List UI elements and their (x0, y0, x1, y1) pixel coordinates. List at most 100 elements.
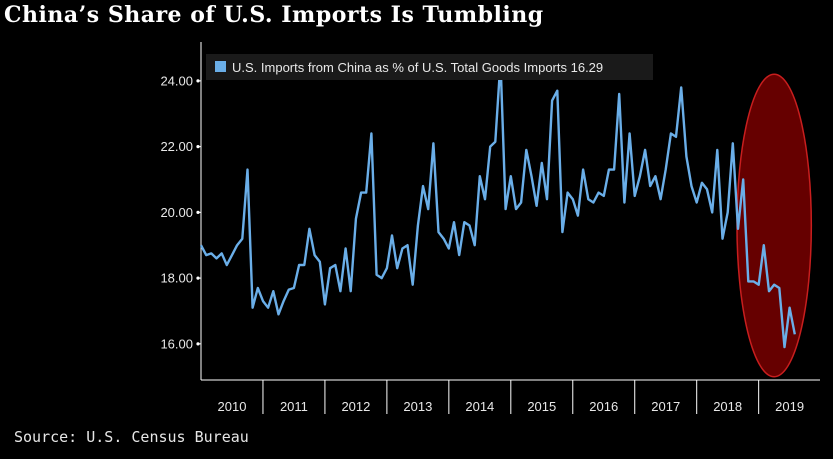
data-point (474, 244, 476, 246)
data-point (298, 264, 300, 266)
data-point (608, 169, 610, 171)
x-tick-label: 2017 (651, 399, 680, 414)
data-point (567, 192, 569, 194)
x-tick-label: 2010 (218, 399, 247, 414)
data-point (334, 264, 336, 266)
plot-area (199, 59, 813, 378)
y-tick-dot (196, 342, 200, 346)
data-point (737, 228, 739, 230)
data-point (701, 182, 703, 184)
data-point (288, 289, 290, 291)
data-point (686, 156, 688, 158)
data-point (443, 238, 445, 240)
data-point (371, 133, 373, 135)
data-point (484, 198, 486, 200)
x-tick-label: 2019 (775, 399, 804, 414)
data-point (618, 93, 620, 95)
data-point (407, 244, 409, 246)
data-point (582, 169, 584, 171)
data-point (242, 238, 244, 240)
y-tick-label: 18.00 (160, 271, 193, 286)
data-point (768, 290, 770, 292)
data-point (531, 175, 533, 177)
data-point (391, 235, 393, 237)
data-point (221, 253, 223, 255)
data-point (541, 162, 543, 164)
y-tick-dot (196, 79, 200, 83)
x-tick-label: 2018 (713, 399, 742, 414)
data-point (427, 208, 429, 210)
data-point (706, 189, 708, 191)
x-tick-label: 2016 (589, 399, 618, 414)
data-point (267, 307, 269, 309)
data-point (340, 290, 342, 292)
data-point (433, 143, 435, 145)
data-point (458, 254, 460, 256)
y-tick-label: 22.00 (160, 139, 193, 154)
data-point (412, 284, 414, 286)
data-point (665, 169, 667, 171)
chart-title: China’s Share of U.S. Imports Is Tumblin… (4, 2, 544, 28)
data-point (272, 290, 274, 292)
data-point (319, 261, 321, 263)
data-point (634, 195, 636, 197)
data-point (624, 202, 626, 204)
data-point (680, 87, 682, 89)
data-point (355, 218, 357, 220)
data-point (200, 244, 202, 246)
data-point (216, 258, 218, 260)
data-point (350, 290, 352, 292)
data-point (577, 215, 579, 217)
data-point (644, 149, 646, 151)
data-point (453, 221, 455, 223)
data-point (763, 244, 765, 246)
legend-box (206, 54, 653, 80)
data-point (727, 212, 729, 214)
data-point (365, 192, 367, 194)
data-point (231, 254, 233, 256)
data-point (438, 231, 440, 233)
data-point (598, 192, 600, 194)
data-point (464, 221, 466, 223)
legend: U.S. Imports from China as % of U.S. Tot… (206, 54, 653, 80)
data-point (247, 169, 249, 171)
data-point (479, 175, 481, 177)
x-tick-label: 2014 (465, 399, 494, 414)
data-point (758, 284, 760, 286)
data-point (587, 198, 589, 200)
y-tick-dot (196, 210, 200, 214)
data-point (753, 281, 755, 283)
data-point (283, 300, 285, 302)
data-point (562, 231, 564, 233)
data-point (572, 198, 574, 200)
y-tick-dot (196, 145, 200, 149)
data-point (639, 175, 641, 177)
data-point (505, 208, 507, 210)
data-point (381, 277, 383, 279)
data-point (402, 248, 404, 250)
y-tick-label: 20.00 (160, 205, 193, 220)
x-tick-label: 2013 (403, 399, 432, 414)
data-point (773, 284, 775, 286)
data-point (748, 281, 750, 283)
data-point (448, 248, 450, 250)
data-point (629, 133, 631, 135)
data-point (794, 334, 796, 336)
data-point (226, 264, 228, 266)
data-point (732, 143, 734, 145)
data-point (495, 141, 497, 143)
data-point (324, 304, 326, 306)
data-point (510, 175, 512, 177)
data-point (345, 248, 347, 250)
data-point (551, 100, 553, 102)
data-point (670, 133, 672, 135)
data-point (603, 195, 605, 197)
data-point (293, 287, 295, 289)
data-point (649, 185, 651, 187)
data-point (789, 307, 791, 309)
data-point (717, 149, 719, 151)
data-point (376, 274, 378, 276)
data-point (211, 253, 213, 255)
y-tick-dot (196, 276, 200, 280)
